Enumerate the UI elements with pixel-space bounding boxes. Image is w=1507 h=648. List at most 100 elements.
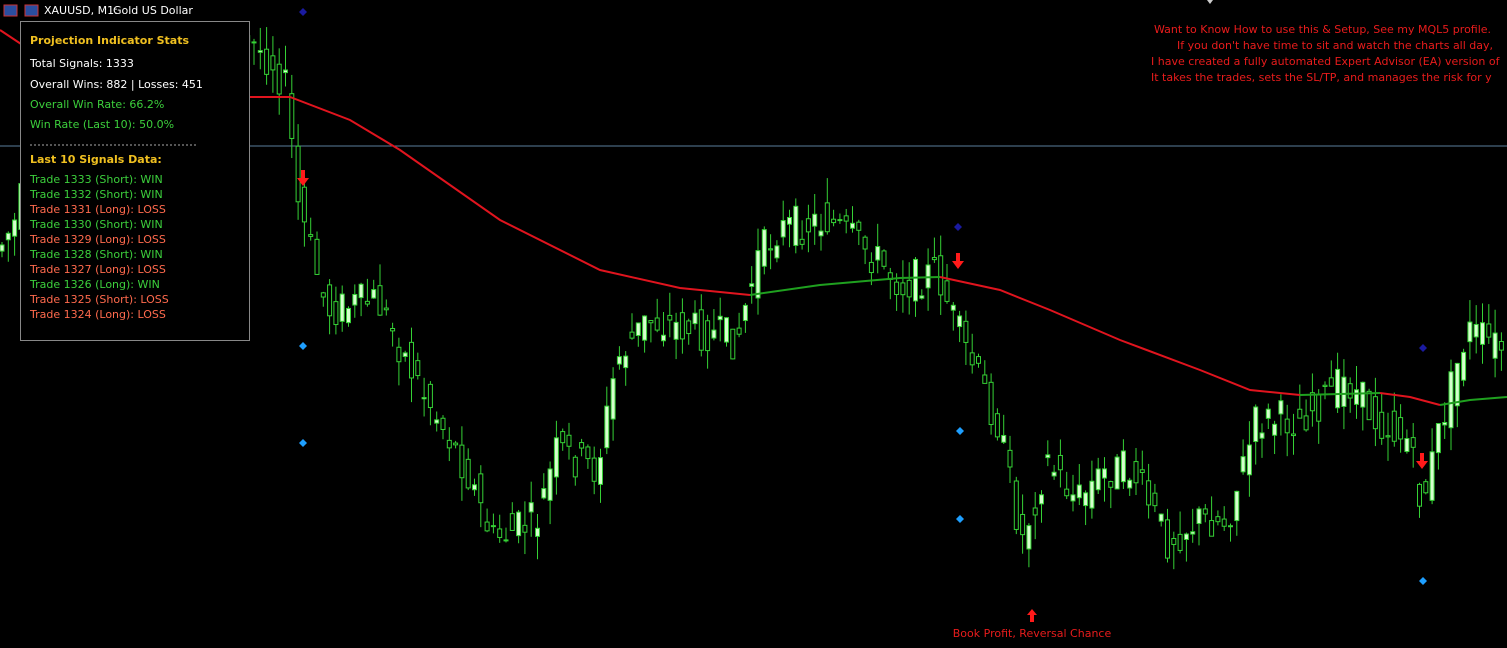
candle-body — [1385, 435, 1391, 438]
candle-body — [736, 327, 742, 335]
candle-body — [1026, 525, 1032, 550]
candle-body — [1435, 423, 1441, 454]
candle-body — [957, 315, 963, 328]
candle-body — [780, 220, 786, 238]
symbol-description: Gold US Dollar — [113, 4, 193, 17]
candle-body — [434, 419, 440, 424]
candle-body — [774, 245, 780, 259]
diamond — [299, 342, 307, 350]
candle-body — [1461, 351, 1467, 381]
candle-body — [1171, 537, 1177, 545]
candle-body — [623, 355, 629, 369]
candle-body — [566, 434, 572, 447]
candle-body — [402, 352, 408, 358]
candle-body — [453, 442, 459, 446]
candle-body — [276, 63, 282, 95]
candle-body — [1492, 332, 1498, 359]
candle-body — [1398, 417, 1404, 440]
candle-body — [1102, 468, 1107, 479]
icon — [24, 4, 39, 17]
candle-body — [327, 284, 333, 317]
candle-body — [541, 488, 547, 499]
candle-body — [982, 374, 988, 384]
candle-body — [1278, 400, 1284, 415]
diamond — [1419, 577, 1427, 585]
candle-body — [1089, 480, 1095, 509]
candle-body — [320, 292, 326, 298]
candle-body — [1133, 461, 1139, 484]
candle-body — [358, 283, 364, 299]
candle-body — [988, 381, 994, 426]
stats-panel — [20, 21, 250, 341]
candle-body — [919, 295, 925, 299]
candle-body — [1284, 418, 1290, 434]
candle-body — [1234, 490, 1240, 522]
candle-body — [1372, 396, 1378, 430]
candle-body — [1253, 406, 1259, 443]
ma-segment — [939, 276, 1301, 396]
candle-body — [1473, 323, 1479, 338]
candle-body — [793, 205, 799, 246]
candle-body — [1020, 513, 1026, 536]
ma-segment — [749, 276, 941, 296]
candle-body — [1064, 488, 1070, 497]
candle-body — [446, 439, 452, 449]
candle-body — [528, 502, 534, 513]
candle-body — [969, 352, 975, 366]
candle-body — [831, 218, 837, 224]
candle-body — [1265, 408, 1271, 419]
candle-body — [673, 321, 679, 340]
candle-body — [547, 468, 553, 501]
candle-body — [1076, 484, 1082, 499]
candle-body — [346, 307, 351, 324]
candle-body — [1146, 480, 1152, 506]
candle-body — [1322, 384, 1328, 387]
candle-body — [1032, 507, 1038, 516]
candle-body — [1347, 383, 1353, 399]
candle-body — [799, 238, 805, 245]
candle-body — [1442, 421, 1448, 426]
candle-body — [509, 513, 515, 531]
candle-body — [616, 356, 622, 365]
candle-body — [295, 145, 301, 203]
signal-markers — [297, 8, 1428, 622]
candle-body — [314, 238, 320, 275]
candle-body — [1480, 322, 1485, 345]
signal-item: Trade 1328 (Short): WIN — [29, 248, 163, 261]
diamond — [956, 427, 964, 435]
candle-body — [459, 444, 465, 479]
candle-body — [1228, 525, 1233, 528]
candle-body — [264, 48, 270, 75]
ma-segment — [1379, 392, 1441, 406]
candle-body — [560, 431, 566, 444]
candle-body — [856, 221, 862, 231]
candle-body — [478, 473, 484, 504]
candle-body — [994, 413, 1000, 438]
candle-body — [1423, 481, 1429, 494]
candle-body — [938, 255, 944, 296]
candle-body — [1448, 371, 1454, 429]
candle-body — [522, 524, 528, 533]
signal-item: Trade 1326 (Long): WIN — [29, 278, 160, 291]
candle-body — [1183, 533, 1189, 540]
candle-body — [1039, 494, 1044, 505]
candle-body — [1177, 533, 1183, 551]
candle-body — [862, 236, 868, 250]
candle-body — [1190, 531, 1196, 535]
candle-body — [1410, 437, 1416, 448]
diamond — [1419, 344, 1427, 352]
buy-arrow — [1027, 609, 1037, 622]
candle-body — [1360, 381, 1366, 408]
diamond — [299, 439, 307, 447]
candle-body — [843, 215, 849, 222]
candles — [0, 22, 1504, 570]
sell-arrow — [952, 253, 964, 269]
candle-body — [963, 320, 969, 343]
signal-list: Trade 1333 (Short): WIN Trade 1332 (Short… — [29, 173, 169, 321]
candle-body — [1391, 410, 1397, 442]
candle-body — [1366, 390, 1372, 421]
candle-body — [1152, 492, 1158, 507]
candle-body — [875, 246, 881, 261]
candle-body — [301, 186, 307, 223]
candle-body — [818, 230, 824, 237]
